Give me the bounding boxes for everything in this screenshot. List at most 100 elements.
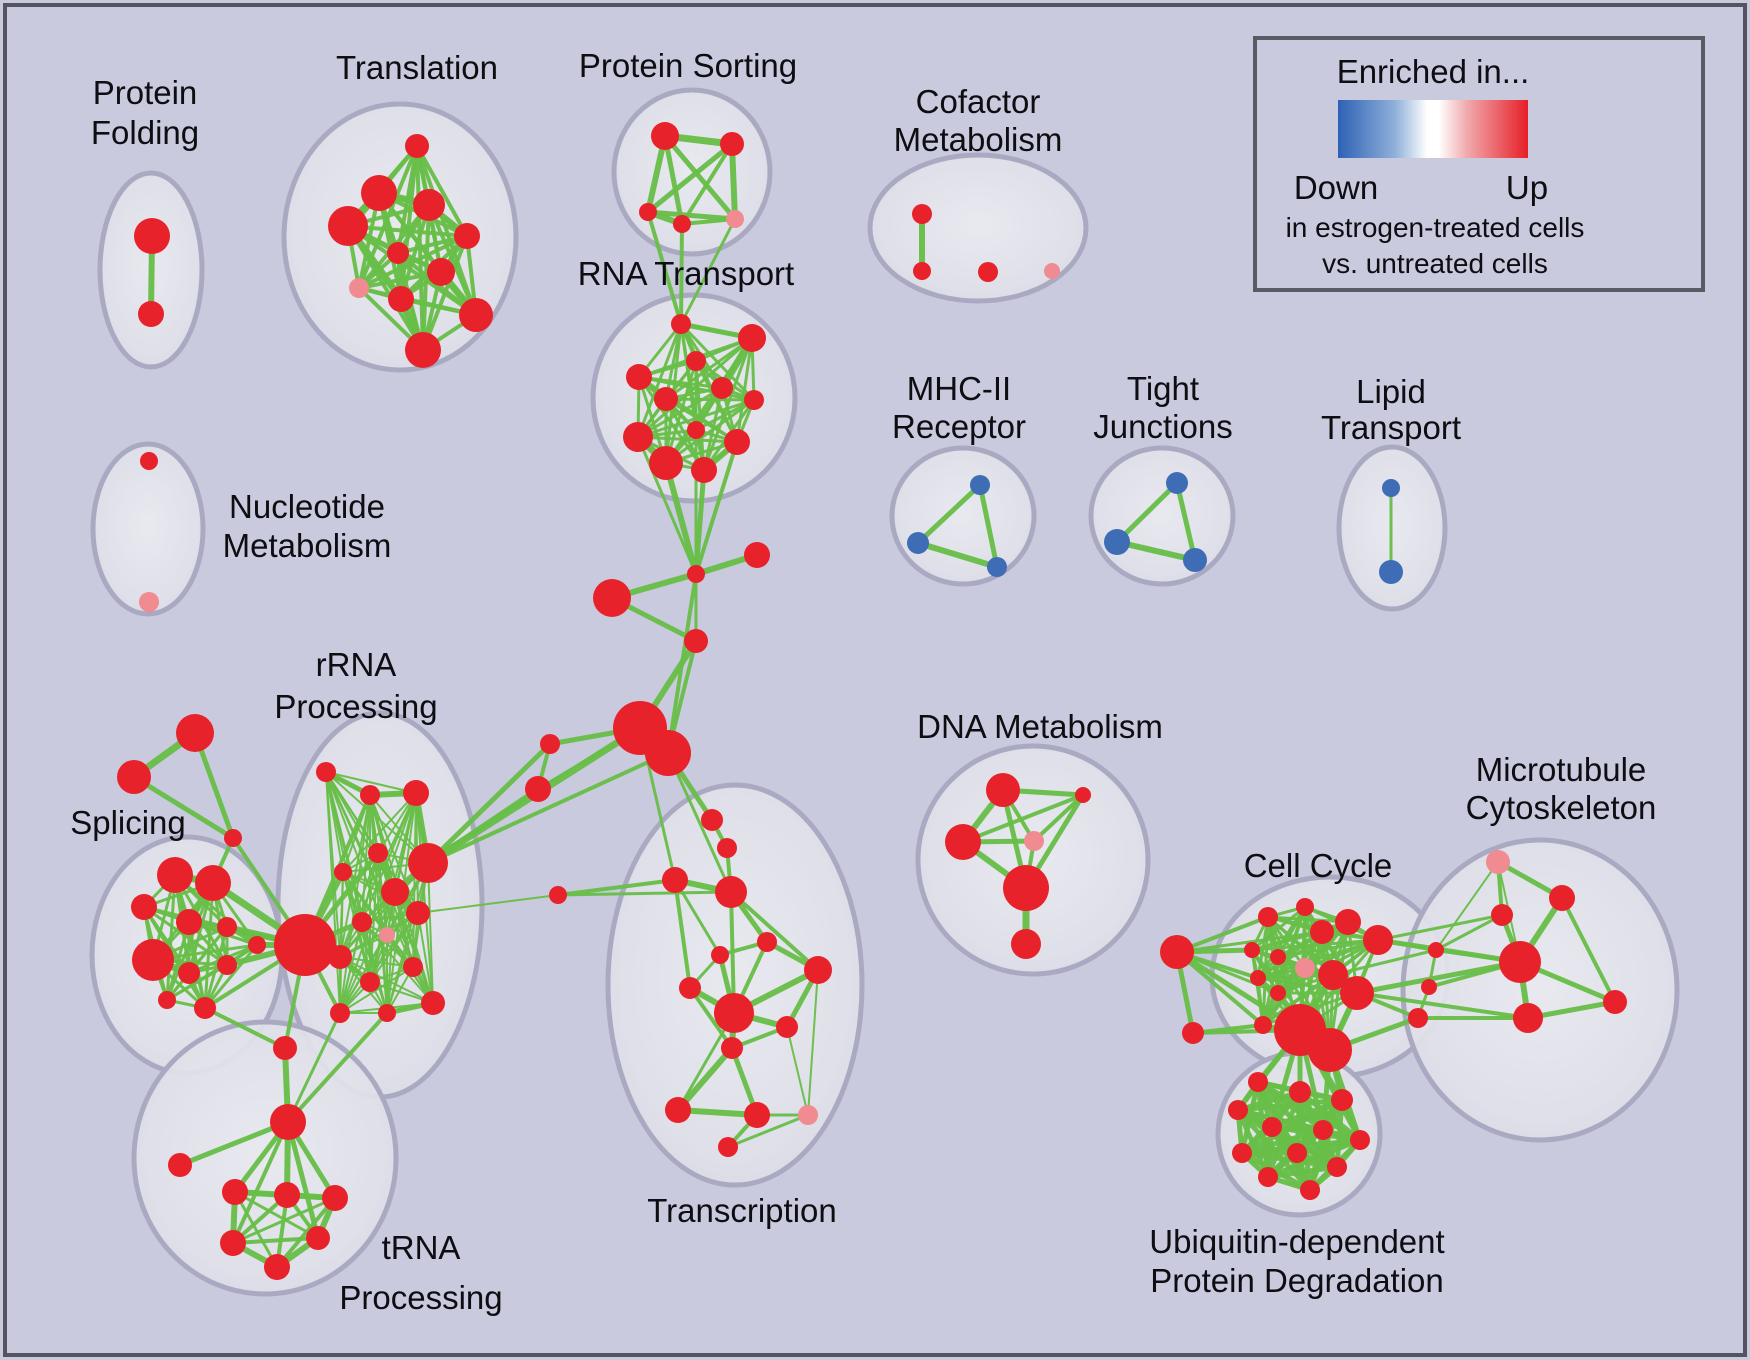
legend: Enriched in... Down Up in estrogen-treat… [1253, 36, 1705, 292]
edge [694, 440, 739, 576]
gene-set-node [986, 773, 1020, 807]
legend-gradient-bar [1338, 100, 1528, 158]
edge [231, 1196, 337, 1245]
cluster-label-rna_transport: RNA Transport [578, 255, 794, 292]
gene-set-node [645, 730, 691, 776]
gene-set-node [1428, 942, 1444, 958]
legend-title: Enriched in... [1337, 53, 1530, 90]
cluster-ellipse-nucleotide_metabolism [90, 441, 206, 617]
gene-set-node [757, 932, 777, 952]
edge [977, 482, 1000, 570]
edge [339, 956, 434, 1004]
gene-set-node [217, 955, 237, 975]
gene-set-node [623, 422, 653, 452]
gene-set-node [403, 957, 423, 977]
gene-set-node [139, 592, 159, 612]
cluster-label-translation: Translation [336, 49, 498, 86]
gene-set-node [691, 457, 717, 483]
gene-set-node [387, 242, 409, 264]
edge [231, 1236, 320, 1245]
edge [915, 540, 1000, 570]
gene-set-node [360, 972, 380, 992]
edge [339, 966, 414, 1014]
edge [645, 209, 738, 222]
edge [1265, 1164, 1340, 1180]
edge [339, 891, 396, 1014]
gene-set-node [744, 1102, 770, 1128]
gene-set-node [651, 122, 679, 150]
edge [666, 751, 733, 894]
legend-down-label: Down [1294, 169, 1378, 206]
edge [915, 482, 983, 546]
edge [664, 397, 739, 444]
gene-set-node [1160, 935, 1194, 969]
gene-set-node [1232, 1143, 1252, 1163]
edge [1250, 938, 1380, 952]
edge [636, 398, 756, 439]
gene-set-node [131, 894, 157, 920]
edge [662, 133, 738, 222]
gene-set-node [328, 206, 368, 246]
gene-set-node [220, 1230, 246, 1256]
edge [427, 862, 434, 1004]
gene-set-node [593, 579, 631, 617]
gene-set-node [176, 714, 214, 752]
edge [285, 1119, 321, 1241]
cluster-ellipse-mhc_ii_receptor [889, 445, 1037, 587]
gene-set-node [671, 314, 691, 334]
cluster-label-mhc_ii_receptor: MHC-II [907, 370, 1011, 407]
gene-set-node [978, 262, 998, 282]
gene-set-node [1258, 1167, 1278, 1187]
gene-set-node [1300, 1180, 1320, 1200]
gene-set-node [1335, 909, 1361, 935]
gene-set-node [1011, 929, 1041, 959]
gene-set-node [194, 997, 216, 1019]
gene-set-node [1310, 920, 1334, 944]
gene-set-node [405, 332, 441, 368]
edge [342, 792, 417, 873]
gene-set-node [132, 939, 174, 981]
edge [361, 921, 434, 1004]
cluster-label-tight_junctions: Tight [1127, 370, 1199, 407]
edge [786, 1026, 809, 1116]
edge [664, 397, 756, 402]
gene-set-node [717, 838, 737, 858]
gene-set-node [1003, 865, 1049, 911]
edge [729, 890, 736, 1015]
edge [427, 203, 478, 317]
edge [636, 435, 698, 576]
gene-set-node [1340, 976, 1374, 1010]
gene-set-node [264, 1254, 290, 1280]
cluster-label-trna_processing: tRNA [382, 1229, 461, 1266]
edge [729, 890, 820, 972]
gene-set-node [1421, 979, 1437, 995]
edge [1175, 950, 1265, 1027]
edge [203, 1006, 287, 1050]
cluster-label-nucleotide_metabolism: Nucleotide [229, 488, 385, 525]
gene-set-node [388, 286, 414, 312]
edge [688, 986, 734, 1050]
cluster-label-lipid_transport: Lipid [1356, 373, 1426, 410]
gene-set-node [687, 565, 705, 583]
gene-set-node [306, 1226, 330, 1250]
edge [386, 912, 419, 1014]
edge [675, 1045, 735, 1113]
edge [165, 943, 259, 1002]
legend-subtitle-line1: in estrogen-treated cells [1286, 212, 1585, 243]
gene-set-node [1104, 529, 1130, 555]
legend-up-label: Up [1506, 169, 1548, 206]
edge [1174, 480, 1198, 563]
gene-set-node [1166, 472, 1188, 494]
gene-set-node [711, 946, 729, 964]
edge [415, 144, 478, 317]
cluster-label-ubiquitin_degradation: Protein Degradation [1150, 1262, 1444, 1299]
cluster-ellipse-tight_junctions [1088, 445, 1236, 587]
gene-set-node [665, 1097, 691, 1123]
gene-set-node [158, 991, 176, 1009]
gene-set-node [1258, 907, 1278, 927]
edge [203, 943, 259, 1010]
gene-set-node [403, 780, 429, 806]
edge [729, 141, 738, 222]
